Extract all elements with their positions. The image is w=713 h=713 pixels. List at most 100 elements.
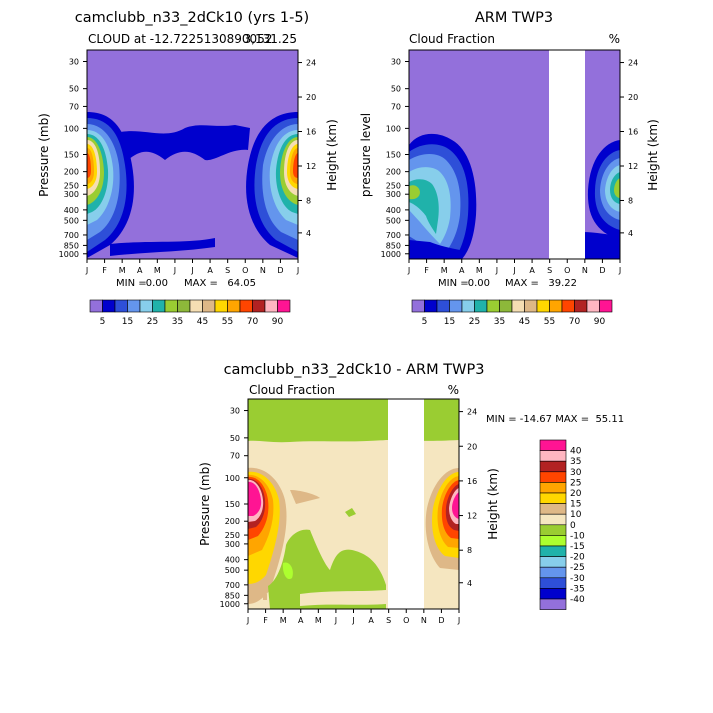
pressure-tick-label-70: 70 (230, 452, 240, 461)
colorbar-cell (189, 299, 203, 313)
pressure-tick-label-150: 150 (225, 500, 240, 509)
colorbar-cell (139, 299, 153, 313)
colorbar-cell (164, 299, 178, 313)
pressure-tick-label-850: 850 (225, 591, 240, 600)
colorbar-label-90: 90 (594, 317, 606, 327)
x-tick-label-J: J (296, 266, 299, 275)
colorbar-cell (539, 545, 567, 557)
pressure-tick-label-250: 250 (64, 181, 79, 190)
colorbar-label--35: -35 (570, 584, 585, 594)
x-tick-label-O: O (403, 616, 409, 625)
panel2-contour-right-lower (583, 232, 620, 259)
pressure-tick-label-400: 400 (225, 556, 240, 565)
colorbar-cell (539, 471, 567, 483)
x-tick-label-M: M (119, 266, 126, 275)
pressure-tick-label-300: 300 (225, 540, 240, 549)
x-tick-label-F: F (102, 266, 107, 275)
colorbar-cell (549, 299, 563, 313)
panel-difference: camclubb_n33_2dCk10 - ARM TWP3 Cloud Fra… (198, 362, 624, 625)
panel2-missing-data-gap (549, 50, 585, 259)
colorbar-cell (539, 588, 567, 600)
panel2-subtitle-left: Cloud Fraction (409, 32, 495, 46)
colorbar-label-5: 5 (100, 317, 106, 327)
panel2-max-value: 39.22 (548, 278, 577, 289)
x-tick-label-J: J (246, 616, 249, 625)
colorbar-label-70: 70 (247, 317, 259, 327)
panel3-units: % (448, 383, 459, 397)
x-tick-label-A: A (298, 616, 304, 625)
pressure-tick-label-50: 50 (391, 85, 401, 94)
panel1-contour-left-60 (87, 153, 91, 178)
panel2-contour-main-30 (409, 185, 420, 200)
x-tick-label-S: S (547, 266, 552, 275)
x-tick-label-N: N (421, 616, 427, 625)
pressure-tick-label-150: 150 (64, 151, 79, 160)
pressure-tick-label-200: 200 (225, 517, 240, 526)
x-tick-label-J: J (457, 616, 460, 625)
colorbar-label-25: 25 (469, 317, 480, 327)
colorbar-cell (536, 299, 550, 313)
x-tick-label-D: D (277, 266, 283, 275)
pressure-tick-label-850: 850 (386, 241, 401, 250)
pressure-tick-label-500: 500 (64, 216, 79, 225)
x-tick-label-J: J (85, 266, 88, 275)
pressure-tick-label-70: 70 (391, 102, 401, 111)
x-tick-label-S: S (386, 616, 391, 625)
height-tick-label-8: 8 (306, 196, 311, 205)
x-tick-label-N: N (260, 266, 266, 275)
pressure-tick-label-700: 700 (386, 231, 401, 240)
panel-observation: ARM TWP3 Cloud Fraction % J F M A M J J A S O N D J 3… (359, 10, 660, 327)
pressure-tick-label-300: 300 (386, 190, 401, 199)
panel2-y2label: Height (km) (646, 119, 660, 190)
panel3-contour-bottom-spot (263, 594, 267, 600)
pressure-tick-label-1000: 1000 (220, 600, 240, 609)
colorbar-cell (202, 299, 216, 313)
panel2-ylabel: pressure level (359, 113, 373, 197)
pressure-tick-label-50: 50 (230, 434, 240, 443)
colorbar-cell (539, 513, 567, 526)
panel3-contour-lower-spot (282, 562, 293, 580)
colorbar-cell (586, 299, 600, 313)
panel3-contours (248, 399, 459, 609)
panel3-contour-left-40 (248, 481, 262, 516)
pressure-tick-label-100: 100 (386, 124, 401, 133)
colorbar-cell (474, 299, 488, 313)
x-tick-label-O: O (242, 266, 248, 275)
panel1-subtitle-left: CLOUD at -12.7225130890052 (88, 32, 272, 46)
x-tick-label-J: J (407, 266, 410, 275)
panel2-max-label: MAX = (505, 278, 539, 289)
x-tick-label-D: D (438, 616, 444, 625)
panel1-contour-upper-band (120, 125, 250, 161)
colorbar-cell (539, 598, 567, 610)
height-tick-label-4: 4 (467, 579, 472, 588)
panel2-min-label: MIN = (438, 278, 469, 289)
panel2-contour-lower-band (409, 240, 462, 259)
pressure-tick-label-400: 400 (64, 206, 79, 215)
colorbar-cell (511, 299, 525, 313)
colorbar-label-15: 15 (444, 317, 455, 327)
colorbar-cell (539, 492, 567, 504)
pressure-tick-label-100: 100 (225, 474, 240, 483)
x-tick-label-A: A (368, 616, 374, 625)
x-tick-label-J: J (334, 616, 337, 625)
x-tick-label-M: M (476, 266, 483, 275)
colorbar-cell (539, 460, 567, 473)
pressure-tick-label-300: 300 (64, 190, 79, 199)
colorbar-label-55: 55 (222, 317, 233, 327)
colorbar-cell (561, 299, 575, 313)
colorbar-cell (177, 299, 191, 313)
panel3-contour-right-40 (452, 492, 459, 519)
x-tick-label-F: F (424, 266, 429, 275)
pressure-tick-label-250: 250 (225, 531, 240, 540)
pressure-tick-label-30: 30 (230, 407, 240, 416)
colorbar-label-25: 25 (570, 478, 581, 488)
colorbar-label--10: -10 (570, 531, 585, 541)
colorbar-label--25: -25 (570, 563, 585, 573)
colorbar-label-15: 15 (122, 317, 133, 327)
panel1-ylabel: Pressure (mb) (37, 113, 51, 197)
colorbar-cell (114, 299, 128, 313)
pressure-tick-label-850: 850 (64, 241, 79, 250)
colorbar-label-10: 10 (570, 510, 582, 520)
x-tick-label-A: A (529, 266, 535, 275)
colorbar-cell (539, 503, 567, 515)
